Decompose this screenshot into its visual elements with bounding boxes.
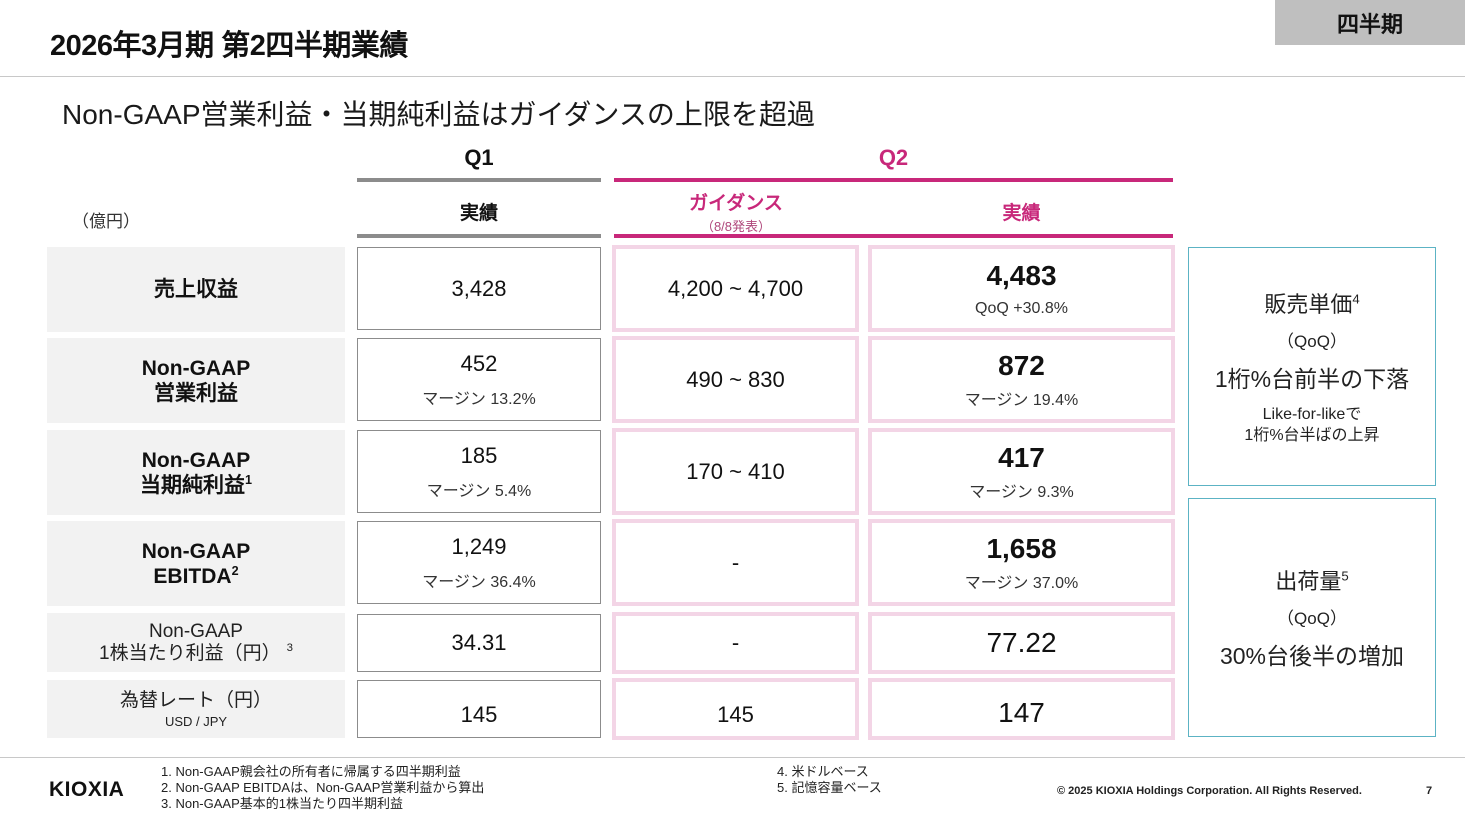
footer-divider [0, 757, 1465, 758]
row-label-operating-income: Non-GAAP 営業利益 [47, 338, 345, 423]
footnote-5: 5. 記憶容量ベース [777, 780, 882, 795]
q1-revenue-value: 3,428 [451, 275, 507, 301]
q2-net-income-cell: 417 マージン 9.3% [868, 428, 1175, 515]
q1-revenue-cell: 3,428 [357, 247, 601, 330]
q1-operating-income-cell: 452 マージン 13.2% [357, 338, 601, 421]
guidance-ebitda-cell: - [612, 519, 859, 606]
q1-top-rule [357, 178, 601, 182]
q1-bottom-rule [357, 234, 601, 238]
row-label-net-income: Non-GAAP 当期純利益1 [47, 430, 345, 515]
asp-callout-box: 販売単価4 （QoQ） 1桁%台前半の下落 Like-for-likeで 1桁%… [1188, 247, 1436, 486]
q1-ebitda-cell: 1,249 マージン 36.4% [357, 521, 601, 604]
row-label-fx-rate: 為替レート（円） USD / JPY [47, 680, 345, 738]
q1-net-income-cell: 185 マージン 5.4% [357, 430, 601, 513]
unit-label: （億円） [72, 212, 140, 231]
q2-fx-cell: 147 [868, 678, 1175, 740]
q2-bottom-rule [614, 234, 1173, 238]
shipments-callout-box: 出荷量5 （QoQ） 30%台後半の増加 [1188, 498, 1436, 737]
q2-ebitda-cell: 1,658 マージン 37.0% [868, 519, 1175, 606]
q1-fx-cell: 145 [357, 680, 601, 738]
q2-operating-income-cell: 872 マージン 19.4% [868, 336, 1175, 423]
footnote-1: 1. Non-GAAP親会社の所有者に帰属する四半期利益 [161, 764, 461, 779]
copyright: © 2025 KIOXIA Holdings Corporation. All … [1057, 785, 1362, 797]
page-number: 7 [1426, 785, 1433, 797]
footnote-4: 4. 米ドルベース [777, 764, 869, 779]
row-label-eps: Non-GAAP 1株当たり利益（円） 3 [47, 613, 345, 672]
q1-header: Q1 [464, 145, 494, 170]
q2-revenue-value: 4,483 [986, 259, 1057, 291]
guidance-operating-income-cell: 490 ~ 830 [612, 336, 859, 423]
row-label-revenue: 売上収益 [47, 247, 345, 332]
guidance-fx-cell: 145 [612, 678, 859, 740]
guidance-date-note: （8/8発表） [700, 219, 772, 234]
q2-header: Q2 [878, 145, 909, 170]
q1-eps-cell: 34.31 [357, 614, 601, 672]
q2-revenue-cell: 4,483 QoQ +30.8% [868, 245, 1175, 332]
guidance-revenue-value: 4,200 ~ 4,700 [667, 275, 804, 301]
q2-eps-cell: 77.22 [868, 612, 1175, 674]
q1-actual-header: 実績 [459, 203, 498, 224]
row-label-ebitda: Non-GAAP EBITDA2 [47, 521, 345, 606]
footnote-2: 2. Non-GAAP EBITDAは、Non-GAAP営業利益から算出 [161, 780, 485, 795]
guidance-net-income-cell: 170 ~ 410 [612, 428, 859, 515]
guidance-eps-cell: - [612, 612, 859, 674]
kioxia-logo: KIOXIA [49, 778, 125, 801]
footnotes-right: 4. 米ドルベース 5. 記憶容量ベース [777, 764, 882, 796]
q2-actual-header: 実績 [1002, 203, 1041, 224]
q2-revenue-qoq: QoQ +30.8% [975, 299, 1068, 317]
section-badge: 四半期 [1275, 0, 1465, 45]
page-title: 2026年3月期 第2四半期業績 [50, 30, 408, 62]
q2-top-rule [614, 178, 1173, 182]
q2-guidance-header: ガイダンス （8/8発表） [614, 188, 858, 235]
footnote-3: 3. Non-GAAP基本的1株当たり四半期利益 [161, 796, 403, 811]
footnotes-left: 1. Non-GAAP親会社の所有者に帰属する四半期利益 2. Non-GAAP… [161, 764, 484, 812]
guidance-label: ガイダンス [689, 193, 783, 214]
guidance-revenue-cell: 4,200 ~ 4,700 [612, 245, 859, 332]
title-divider [0, 76, 1465, 77]
slide-subtitle: Non-GAAP営業利益・当期純利益はガイダンスの上限を超過 [62, 99, 815, 130]
